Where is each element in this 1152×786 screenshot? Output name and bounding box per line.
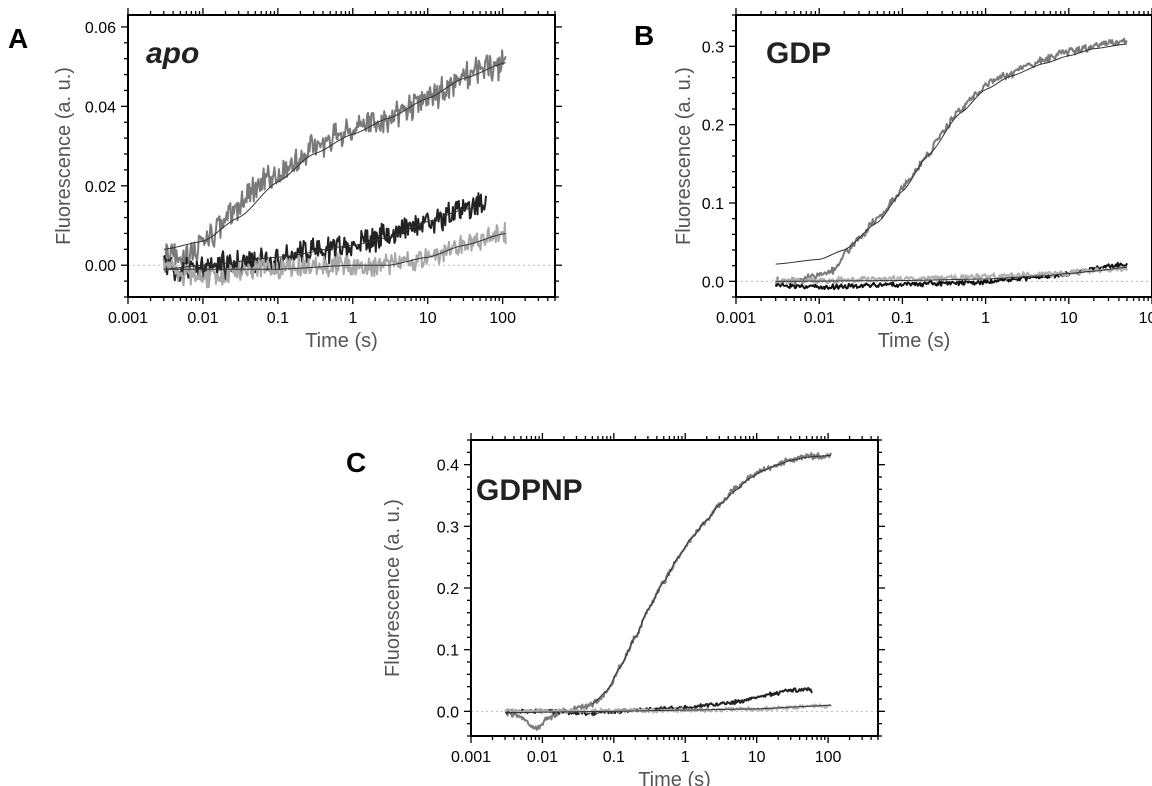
panel-letter: A	[8, 23, 28, 54]
y-tick-label: 0.3	[437, 519, 459, 536]
data-trace-3	[504, 703, 832, 715]
y-tick-label: 0.0	[437, 704, 459, 721]
y-tick-label: 0.02	[85, 179, 116, 196]
fit-curve-1	[163, 62, 506, 250]
y-tick-label: 0.00	[85, 258, 116, 275]
y-tick-label: 0.2	[702, 118, 724, 135]
fit-curve-3	[163, 232, 506, 270]
x-tick-label: 10	[419, 310, 437, 327]
y-tick-label: 0.4	[437, 458, 459, 475]
panel-c: 0.001 0.01 0.1 1 10 100 0.0 0.1 0.2 0.3 0.4 Time (s…	[346, 433, 885, 786]
fit-curve-2	[775, 266, 1127, 282]
x-tick-label: 0.01	[187, 310, 218, 327]
x-tick-label: 1	[681, 749, 690, 766]
fit-curve-2	[163, 205, 487, 270]
x-tick-label: 0.001	[108, 310, 148, 327]
data-trace-3	[162, 221, 507, 289]
x-tick-label: 1	[348, 310, 357, 327]
y-axis-title: Fluorescence (a. u.)	[382, 499, 404, 677]
x-tick-label: 100	[489, 310, 516, 327]
x-tick-label: 0.1	[603, 749, 625, 766]
panel-b: 0.001 0.01 0.1 1 10 100 0.0 0.1 0.2 0.3 Time (s) Fl…	[634, 8, 1152, 352]
x-tick-label: 0.001	[716, 310, 756, 327]
y-axis-title: Fluorescence (a. u.)	[673, 67, 695, 245]
x-tick-label: 100	[1139, 310, 1152, 327]
x-tick-label: 0.1	[267, 310, 289, 327]
y-tick-label: 0.3	[702, 39, 724, 56]
y-tick-label: 0.1	[437, 643, 459, 660]
y-tick-label: 0.0	[702, 274, 724, 291]
x-tick-label: 100	[815, 749, 842, 766]
x-axis-title: Time (s)	[878, 330, 951, 352]
y-tick-label: 0.2	[437, 581, 459, 598]
x-tick-label: 0.01	[527, 749, 558, 766]
y-axis-title: Fluorescence (a. u.)	[53, 67, 75, 245]
data-trace-1	[162, 49, 507, 271]
fit-curve-2	[505, 704, 832, 714]
x-axis-title: Time (s)	[638, 769, 711, 786]
y-tick-label: 0.06	[85, 20, 116, 37]
panel-title: GDPNP	[476, 474, 583, 507]
y-tick-label: 0.04	[85, 99, 116, 116]
x-tick-label: 0.1	[891, 310, 913, 327]
x-tick-label: 0.01	[804, 310, 835, 327]
y-tick-label: 0.1	[702, 196, 724, 213]
panel-title: GDP	[766, 37, 831, 70]
fit-curve-1	[775, 43, 1127, 265]
panel-title: apo	[146, 37, 199, 70]
panel-a: 0.001 0.01 0.1 1 10 100 0.00 0.02 0.04 0.06 Time (…	[8, 8, 562, 352]
panel-letter: B	[634, 20, 654, 51]
x-tick-label: 10	[748, 749, 766, 766]
panel-letter: C	[346, 447, 366, 478]
x-tick-label: 1	[981, 310, 990, 327]
x-tick-label: 10	[1060, 310, 1078, 327]
fit-curve-1	[592, 454, 832, 705]
data-trace-1	[774, 37, 1128, 287]
x-tick-label: 0.001	[451, 749, 491, 766]
x-axis-title: Time (s)	[305, 330, 378, 352]
